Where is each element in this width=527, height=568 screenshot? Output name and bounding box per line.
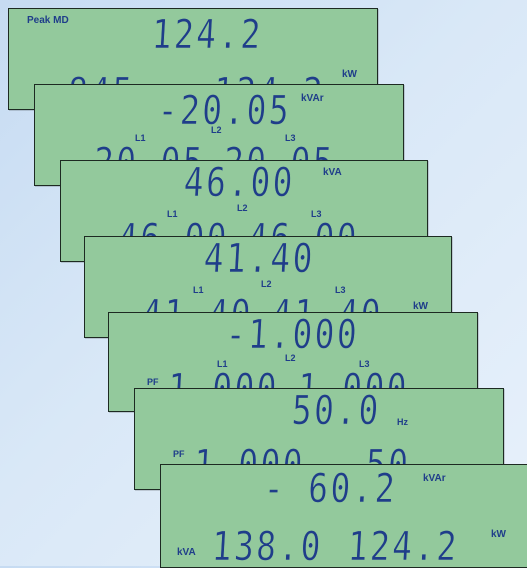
phase-l1-label: L1 <box>217 359 228 369</box>
main-reading: - 60.2 <box>262 466 399 513</box>
lcd-panel-summary: - 60.2 kVAr kVA 138.0 124.2 kW <box>160 464 527 568</box>
phase-l3-label: L3 <box>335 285 346 295</box>
main-reading: 46.00 <box>182 160 297 206</box>
kva-label: kVA <box>177 547 196 558</box>
phase-l1-label: L1 <box>167 209 178 219</box>
phase-l2-label: L2 <box>285 353 296 363</box>
phase-l2-label: L2 <box>237 203 248 213</box>
phase-l2-label: L2 <box>261 279 272 289</box>
main-reading: -1.000 <box>224 312 361 358</box>
main-unit: kVA <box>323 167 342 178</box>
main-reading: 50.0 <box>290 388 383 434</box>
bottom-unit: kW <box>342 69 357 80</box>
pf-label: PF <box>173 449 185 459</box>
phase-l3-label: L3 <box>359 359 370 369</box>
bottom-unit: kW <box>491 529 506 540</box>
pf-label: PF <box>147 377 159 387</box>
bottom-right-reading: 124.2 <box>346 524 461 568</box>
phase-l3-label: L3 <box>285 133 296 143</box>
phase-l1-label: L1 <box>135 133 146 143</box>
main-unit: Hz <box>397 417 408 427</box>
main-reading: -20.05 <box>156 88 293 135</box>
main-unit: kVAr <box>301 93 324 104</box>
phase-l2-label: L2 <box>211 125 222 135</box>
peak-md-label: Peak MD <box>27 15 69 26</box>
bottom-left-reading: 138.0 <box>210 524 325 568</box>
phase-l3-label: L3 <box>311 209 322 219</box>
phase-l1-label: L1 <box>193 285 204 295</box>
main-unit: kVAr <box>423 473 446 484</box>
main-reading: 124.2 <box>150 12 265 59</box>
bottom-unit: kW <box>413 301 428 312</box>
main-reading: 41.40 <box>202 236 317 282</box>
